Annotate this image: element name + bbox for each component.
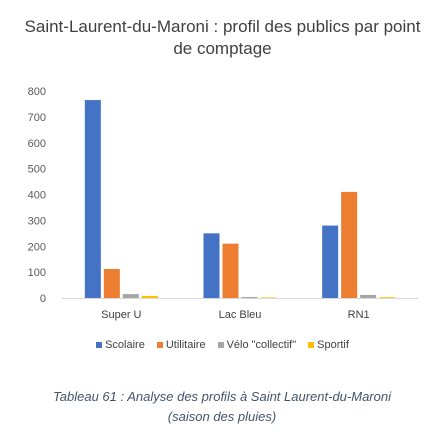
- y-tick-label: 800: [28, 86, 46, 98]
- caption-line-2: (saison des pluies): [0, 407, 444, 427]
- chart-title: Saint-Laurent-du-Maroni : profil des pub…: [20, 16, 425, 60]
- legend-swatch: [96, 342, 102, 348]
- bar: [322, 226, 338, 298]
- legend-item: Sportif: [308, 339, 349, 351]
- legend-label: Vélo "collectif": [227, 339, 297, 351]
- legend-label: Sportif: [317, 339, 349, 351]
- y-tick-label: 500: [28, 164, 46, 176]
- bar: [360, 295, 376, 298]
- bar: [204, 233, 220, 298]
- bar: [85, 100, 101, 298]
- chart-frame: 0 100 200 300 400 500 600 700 800 Super U Lac Bleu…: [20, 10, 425, 375]
- bar: [341, 192, 357, 298]
- table-caption: Tableau 61 : Analyse des profils à Saint…: [0, 387, 444, 427]
- x-category-label: Lac Bleu: [219, 309, 262, 321]
- legend-item: Scolaire: [96, 339, 145, 351]
- x-category-label: RN1: [348, 309, 370, 321]
- bar: [223, 244, 239, 298]
- bar: [261, 297, 277, 298]
- y-tick-label: 0: [40, 293, 46, 305]
- y-tick-label: 100: [28, 267, 46, 279]
- y-tick-label: 700: [28, 112, 46, 124]
- x-category-label: Super U: [101, 309, 141, 321]
- legend-swatch: [157, 342, 163, 348]
- y-tick-label: 600: [28, 138, 46, 150]
- legend-item: Utilitaire: [157, 339, 206, 351]
- legend-label: Utilitaire: [166, 339, 206, 351]
- bar: [142, 296, 158, 298]
- bar: [104, 269, 120, 298]
- bar: [123, 294, 139, 298]
- legend-swatch: [218, 342, 224, 348]
- bar: [242, 297, 258, 298]
- bar: [379, 297, 395, 298]
- legend-item: Vélo "collectif": [218, 339, 297, 351]
- y-tick-label: 300: [28, 215, 46, 227]
- y-tick-label: 400: [28, 190, 46, 202]
- y-tick-label: 200: [28, 241, 46, 253]
- legend-label: Scolaire: [105, 339, 145, 351]
- caption-line-1: Tableau 61 : Analyse des profils à Saint…: [0, 387, 444, 407]
- chart-legend: Scolaire Utilitaire Vélo "collectif" Sporti…: [20, 339, 425, 351]
- legend-swatch: [308, 342, 314, 348]
